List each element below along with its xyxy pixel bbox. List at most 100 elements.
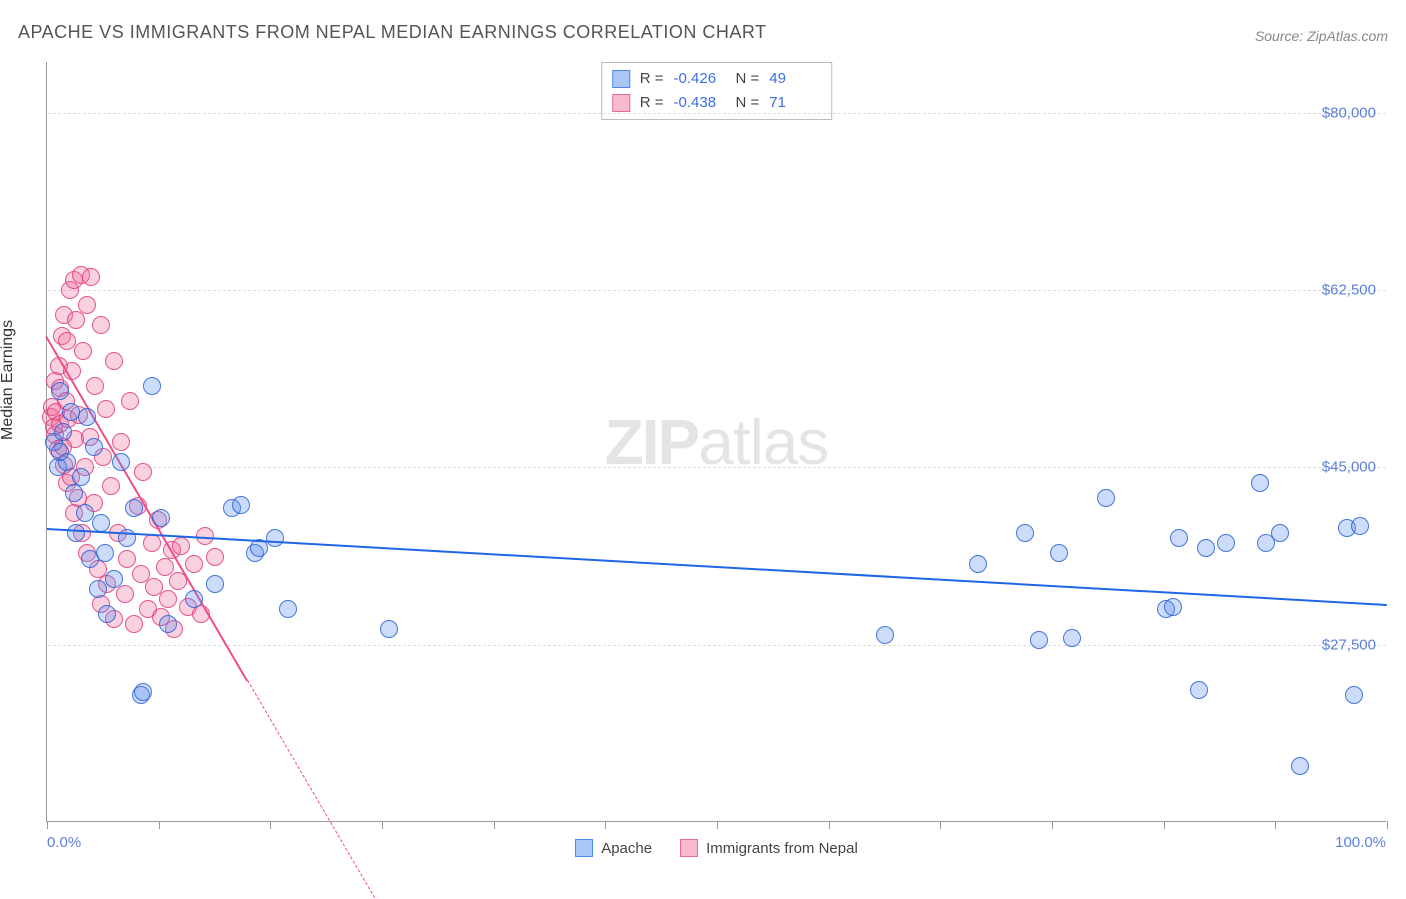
n-label: N = bbox=[736, 67, 760, 91]
data-point bbox=[132, 565, 150, 583]
y-axis-label: Median Earnings bbox=[0, 320, 17, 440]
data-point-ring bbox=[54, 438, 72, 456]
data-point-ring bbox=[43, 398, 61, 416]
x-min-label: 0.0% bbox=[47, 834, 81, 851]
data-point bbox=[67, 311, 85, 329]
data-point bbox=[53, 327, 71, 345]
data-point-ring bbox=[143, 377, 161, 395]
data-point bbox=[246, 544, 264, 562]
data-point-ring bbox=[266, 529, 284, 547]
data-point-ring bbox=[159, 615, 177, 633]
data-point-ring bbox=[156, 558, 174, 576]
data-point bbox=[134, 683, 152, 701]
data-point-ring bbox=[65, 504, 83, 522]
data-point-ring bbox=[279, 600, 297, 618]
data-point-ring bbox=[73, 524, 91, 542]
data-point-ring bbox=[132, 565, 150, 583]
data-point bbox=[94, 448, 112, 466]
data-point bbox=[125, 615, 143, 633]
data-point bbox=[47, 403, 65, 421]
nepal-swatch-icon bbox=[612, 94, 630, 112]
data-point bbox=[105, 610, 123, 628]
data-point bbox=[46, 426, 64, 444]
data-point-ring bbox=[66, 430, 84, 448]
data-point bbox=[102, 477, 120, 495]
x-tick bbox=[1387, 821, 1388, 829]
data-point-ring bbox=[47, 403, 65, 421]
data-point-ring bbox=[82, 268, 100, 286]
data-point bbox=[65, 504, 83, 522]
data-point bbox=[139, 600, 157, 618]
data-point bbox=[192, 605, 210, 623]
data-point bbox=[165, 620, 183, 638]
data-point bbox=[54, 423, 72, 441]
data-point-ring bbox=[65, 271, 83, 289]
data-point bbox=[1016, 524, 1034, 542]
plot-area: ZIPatlas R = -0.426 N = 49 R = -0.438 N … bbox=[46, 62, 1386, 822]
data-point bbox=[156, 558, 174, 576]
data-point bbox=[58, 332, 76, 350]
data-point-ring bbox=[62, 403, 80, 421]
data-point-ring bbox=[72, 468, 90, 486]
data-point bbox=[43, 398, 61, 416]
data-point bbox=[132, 686, 150, 704]
data-point bbox=[185, 590, 203, 608]
data-point bbox=[1050, 544, 1068, 562]
data-point bbox=[1338, 519, 1356, 537]
data-point-ring bbox=[94, 448, 112, 466]
data-point bbox=[876, 626, 894, 644]
r-value-apache: -0.426 bbox=[674, 67, 726, 91]
data-point-ring bbox=[46, 426, 64, 444]
data-point-ring bbox=[969, 555, 987, 573]
data-point-ring bbox=[55, 456, 73, 474]
data-point bbox=[92, 316, 110, 334]
data-point-ring bbox=[1030, 631, 1048, 649]
data-point-ring bbox=[78, 296, 96, 314]
x-tick bbox=[1275, 821, 1276, 829]
data-point bbox=[206, 575, 224, 593]
data-point bbox=[172, 537, 190, 555]
data-point bbox=[232, 496, 250, 514]
data-point-ring bbox=[1345, 686, 1363, 704]
data-point-ring bbox=[97, 400, 115, 418]
data-point-ring bbox=[1351, 517, 1369, 535]
n-value-apache: 49 bbox=[769, 67, 821, 91]
data-point-ring bbox=[50, 357, 68, 375]
data-point-ring bbox=[89, 560, 107, 578]
r-value-nepal: -0.438 bbox=[674, 91, 726, 115]
stats-row-apache: R = -0.426 N = 49 bbox=[612, 67, 822, 91]
data-point bbox=[1157, 600, 1175, 618]
data-point bbox=[72, 266, 90, 284]
data-point bbox=[1030, 631, 1048, 649]
data-point bbox=[206, 548, 224, 566]
data-point bbox=[152, 509, 170, 527]
data-point-ring bbox=[67, 524, 85, 542]
data-point bbox=[66, 430, 84, 448]
data-point-ring bbox=[92, 514, 110, 532]
data-point bbox=[89, 560, 107, 578]
data-point-ring bbox=[109, 524, 127, 542]
data-point-ring bbox=[98, 605, 116, 623]
data-point-ring bbox=[92, 595, 110, 613]
legend-label-apache: Apache bbox=[601, 840, 652, 857]
data-point bbox=[143, 534, 161, 552]
data-point-ring bbox=[129, 497, 147, 515]
data-point bbox=[89, 580, 107, 598]
data-point-ring bbox=[1097, 489, 1115, 507]
data-point bbox=[179, 598, 197, 616]
data-point-ring bbox=[1271, 524, 1289, 542]
data-point-ring bbox=[54, 423, 72, 441]
data-point bbox=[196, 527, 214, 545]
data-point-ring bbox=[250, 539, 268, 557]
data-point bbox=[112, 433, 130, 451]
data-point-ring bbox=[105, 352, 123, 370]
data-point bbox=[1351, 517, 1369, 535]
data-point-ring bbox=[163, 541, 181, 559]
data-point-ring bbox=[1190, 681, 1208, 699]
x-tick bbox=[1164, 821, 1165, 829]
data-point bbox=[57, 392, 75, 410]
data-point-ring bbox=[172, 537, 190, 555]
data-point bbox=[185, 555, 203, 573]
legend: Apache Immigrants from Nepal bbox=[47, 839, 1386, 857]
data-point bbox=[159, 590, 177, 608]
